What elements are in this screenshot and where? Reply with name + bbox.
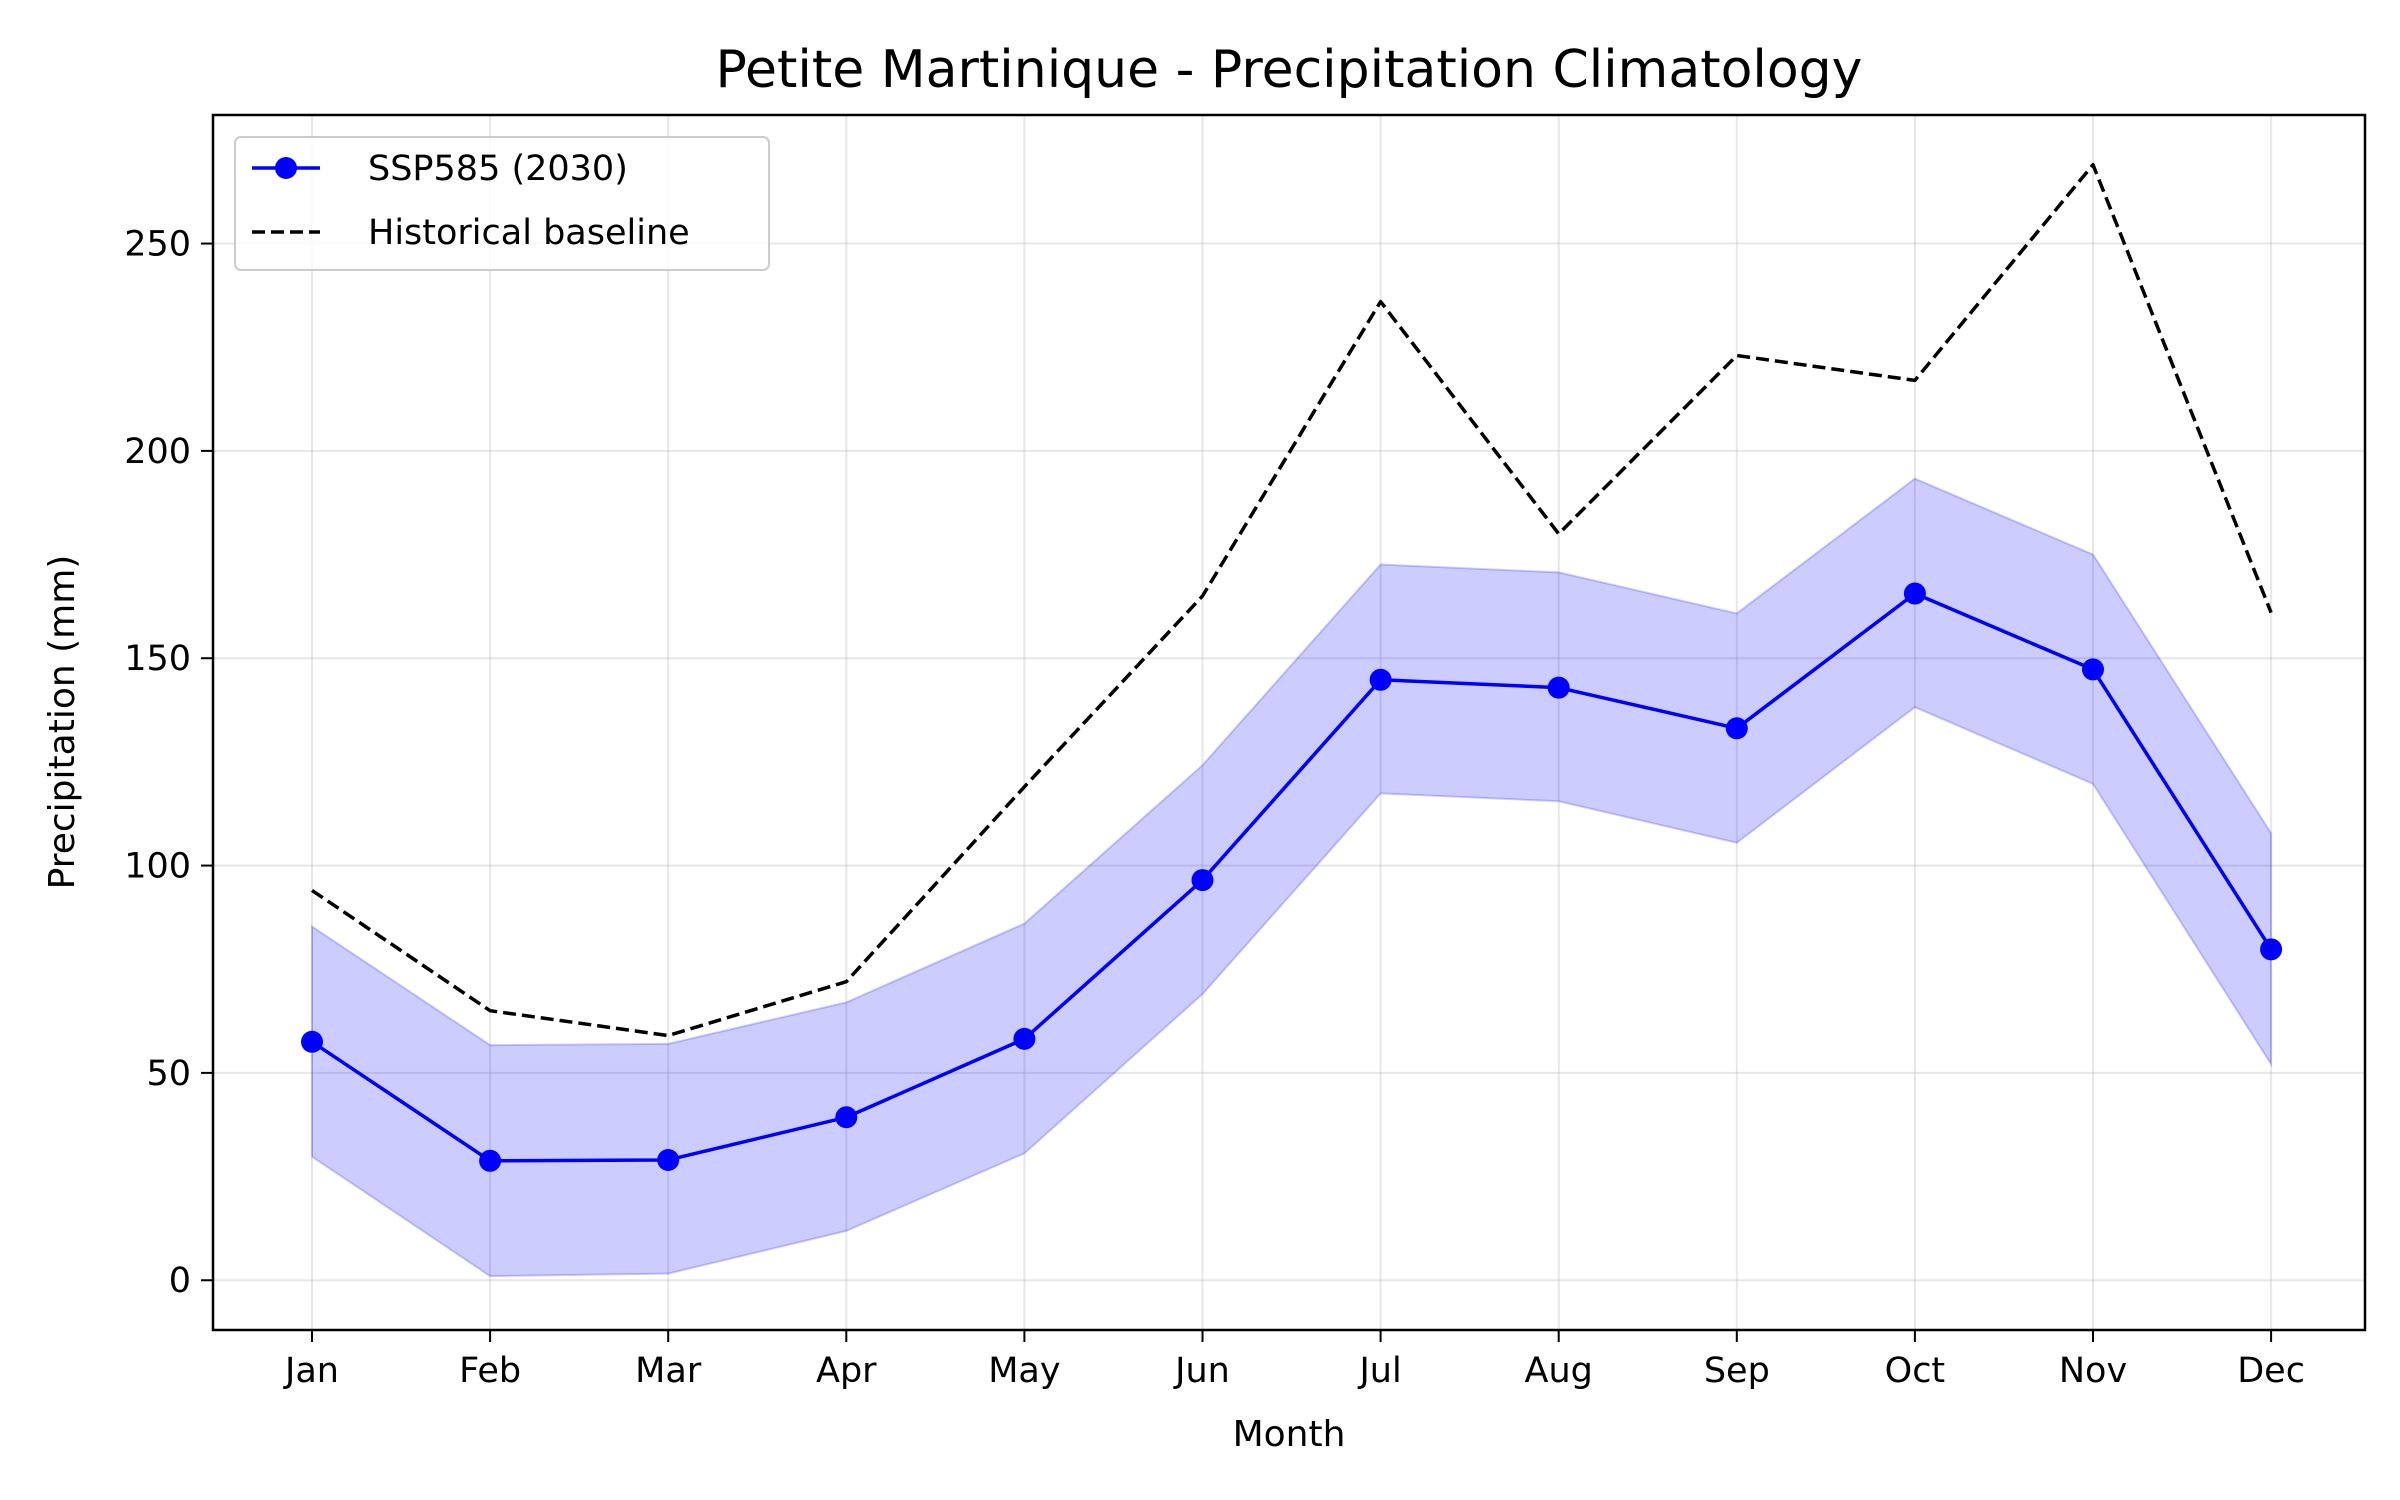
legend-label-ssp585: SSP585 (2030) xyxy=(368,149,628,189)
y-tick-label: 50 xyxy=(146,1054,191,1094)
ssp585-point xyxy=(301,1030,323,1053)
historical-baseline-line xyxy=(311,163,2273,1038)
series-lines xyxy=(311,163,2273,1163)
uncertainty-band-area xyxy=(311,477,2273,1278)
x-tick-label: Nov xyxy=(2059,1351,2127,1391)
x-tick-label: Feb xyxy=(459,1351,521,1391)
axis-ticks: Jan Feb Mar Apr May Jun Jul Aug Sep Oct Nov Dec 0 50 1… xyxy=(124,225,2305,1391)
ssp585-point xyxy=(1013,1027,1036,1050)
ssp585-point xyxy=(1903,582,1926,605)
ssp585-point xyxy=(657,1148,680,1171)
x-tick-label: Jan xyxy=(283,1351,339,1391)
ssp585-point xyxy=(479,1149,502,1172)
ssp585-point xyxy=(2260,938,2283,961)
ssp585-point xyxy=(1547,676,1570,699)
legend: SSP585 (2030) Historical baseline xyxy=(234,136,770,271)
x-tick-label: May xyxy=(988,1351,1060,1391)
grid xyxy=(213,115,2365,1330)
y-tick-label: 200 xyxy=(124,432,191,472)
x-tick-label: Mar xyxy=(635,1351,702,1391)
y-tick-label: 150 xyxy=(124,639,191,679)
y-tick-label: 100 xyxy=(124,847,191,887)
uncertainty-band xyxy=(311,477,2273,1278)
legend-label-historical: Historical baseline xyxy=(368,213,690,253)
x-tick-label: Apr xyxy=(816,1351,877,1391)
y-tick-label: 0 xyxy=(169,1261,191,1301)
x-tick-label: Dec xyxy=(2237,1351,2305,1391)
ssp585-line xyxy=(311,591,2273,1163)
ssp585-point xyxy=(1191,869,1214,892)
x-tick-label: Oct xyxy=(1885,1351,1946,1391)
plot-frame xyxy=(211,113,2367,1332)
chart-title: Petite Martinique - Precipitation Climat… xyxy=(716,40,1863,100)
legend-marker-ssp585 xyxy=(275,157,297,179)
ssp585-point xyxy=(835,1106,858,1129)
y-tick-label: 250 xyxy=(124,225,191,265)
x-tick-label: Aug xyxy=(1525,1351,1593,1391)
ssp585-point xyxy=(1725,717,1748,740)
x-tick-label: Jul xyxy=(1357,1351,1401,1391)
ssp585-point xyxy=(2082,658,2104,681)
legend-box xyxy=(234,136,770,271)
x-tick-label: Sep xyxy=(1704,1351,1770,1391)
series-markers xyxy=(301,582,2283,1172)
x-axis-label: Month xyxy=(1233,1414,1346,1455)
x-tick-label: Jun xyxy=(1173,1351,1230,1391)
y-axis-label: Precipitation (mm) xyxy=(42,555,83,890)
ssp585-point xyxy=(1369,668,1392,691)
